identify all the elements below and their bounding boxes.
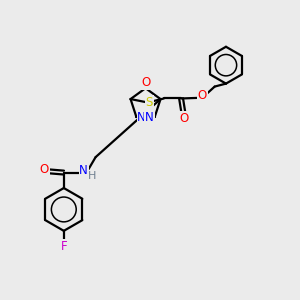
Text: O: O [179,112,189,125]
Text: O: O [198,89,207,102]
Text: H: H [88,171,96,181]
Text: N: N [79,164,88,177]
Text: N: N [137,111,146,124]
Text: O: O [40,164,49,176]
Text: S: S [146,96,153,109]
Text: N: N [145,111,154,124]
Text: O: O [141,76,150,89]
Text: F: F [61,240,67,253]
